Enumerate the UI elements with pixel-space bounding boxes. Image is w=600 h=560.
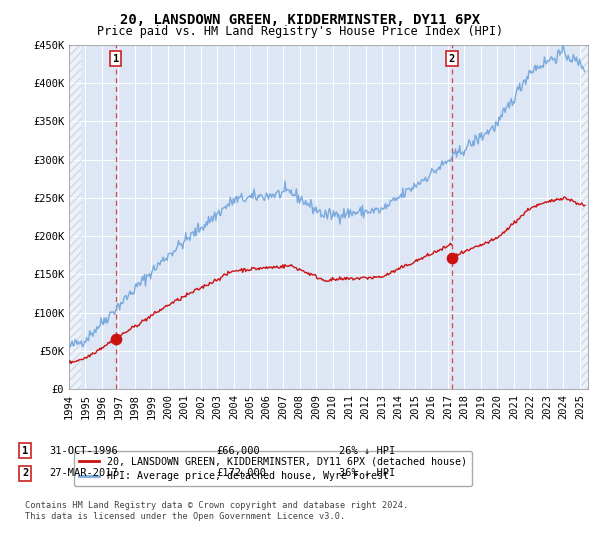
Text: Price paid vs. HM Land Registry's House Price Index (HPI): Price paid vs. HM Land Registry's House …	[97, 25, 503, 38]
Text: 26% ↓ HPI: 26% ↓ HPI	[339, 446, 395, 456]
Point	[111, 334, 121, 343]
Text: 36% ↓ HPI: 36% ↓ HPI	[339, 468, 395, 478]
Text: 27-MAR-2017: 27-MAR-2017	[49, 468, 118, 478]
Legend: 20, LANSDOWN GREEN, KIDDERMINSTER, DY11 6PX (detached house), HPI: Average price: 20, LANSDOWN GREEN, KIDDERMINSTER, DY11 …	[74, 451, 472, 486]
Text: 2: 2	[22, 468, 28, 478]
Text: 20, LANSDOWN GREEN, KIDDERMINSTER, DY11 6PX: 20, LANSDOWN GREEN, KIDDERMINSTER, DY11 …	[120, 13, 480, 27]
Text: 2: 2	[449, 54, 455, 64]
Text: £172,000: £172,000	[216, 468, 266, 478]
Text: 1: 1	[113, 54, 119, 64]
Point	[447, 253, 457, 262]
Text: £66,000: £66,000	[216, 446, 260, 456]
Bar	[69, 45, 82, 389]
Text: 1: 1	[22, 446, 28, 456]
Text: Contains HM Land Registry data © Crown copyright and database right 2024.
This d: Contains HM Land Registry data © Crown c…	[25, 501, 409, 521]
Bar	[581, 45, 589, 389]
Text: 31-OCT-1996: 31-OCT-1996	[49, 446, 118, 456]
